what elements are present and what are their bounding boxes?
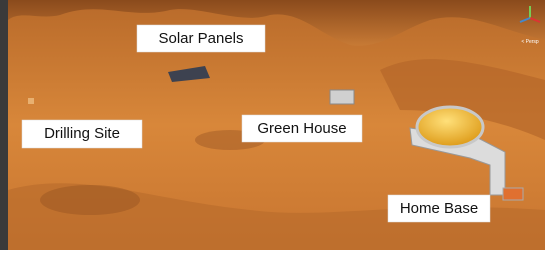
airlock: [503, 188, 523, 200]
label: Drilling Site: [44, 125, 120, 142]
green-house: [330, 90, 354, 104]
crater: [40, 185, 140, 215]
label: Green House: [257, 120, 346, 137]
panel-edge: [0, 0, 8, 250]
dome: [417, 107, 483, 147]
scene-view: < Persp Solar Panels Drilling Site Green…: [0, 0, 545, 250]
label: Home Base: [400, 200, 478, 217]
drill: [28, 98, 34, 104]
label: Solar Panels: [158, 30, 243, 47]
view-label: < Persp: [521, 39, 539, 45]
